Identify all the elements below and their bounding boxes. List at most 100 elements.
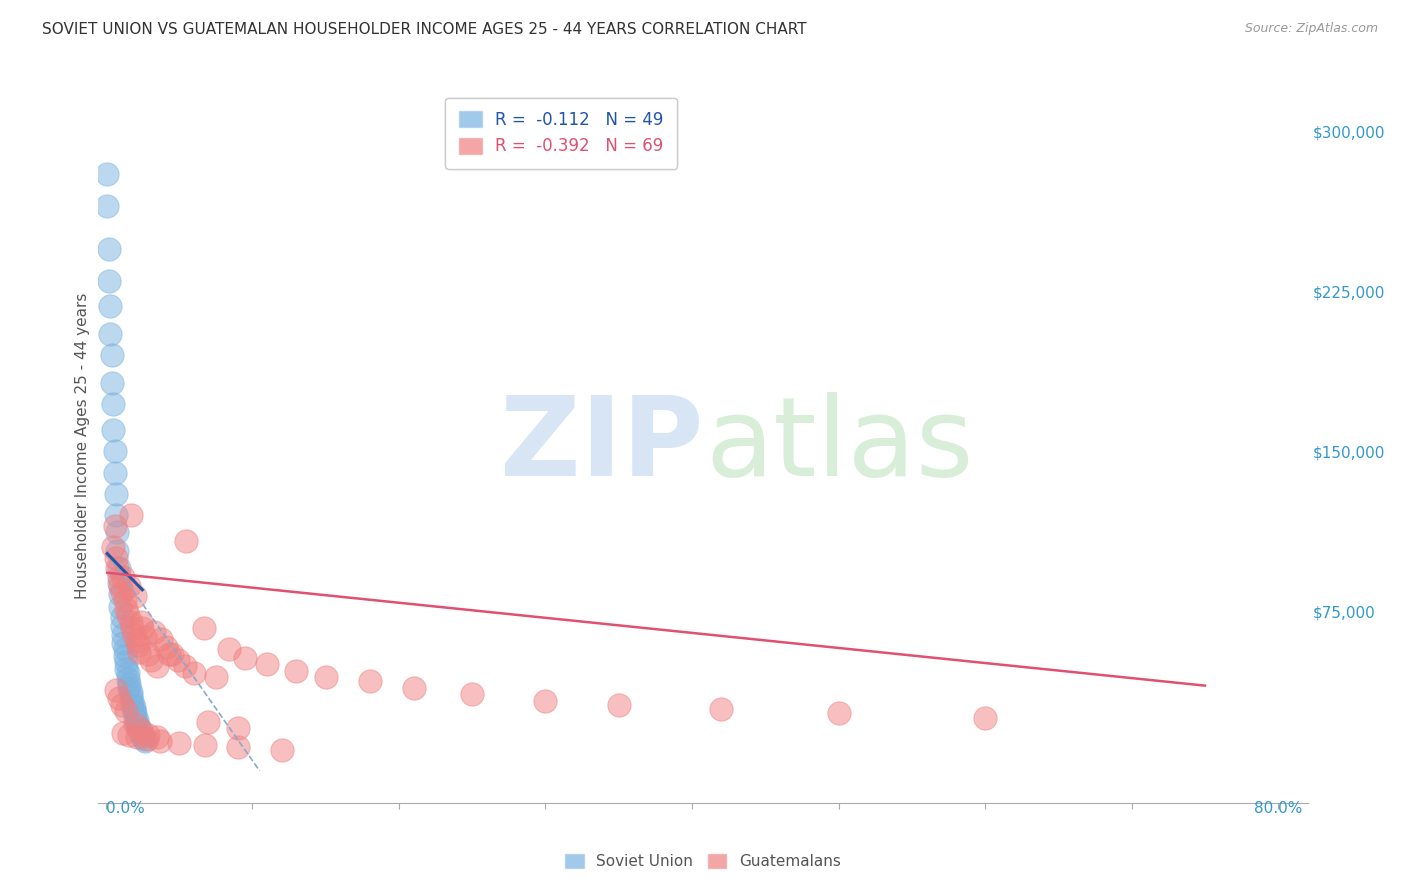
Point	[197, 714, 219, 729]
Point	[136, 728, 159, 742]
Point	[141, 653, 163, 667]
Point	[193, 621, 215, 635]
Point	[111, 619, 134, 633]
Point	[128, 723, 150, 738]
Point	[149, 734, 172, 748]
Point	[111, 585, 134, 599]
Point	[114, 642, 136, 657]
Point	[226, 721, 249, 735]
Point	[101, 397, 124, 411]
Point	[174, 659, 197, 673]
Y-axis label: Householder Income Ages 25 - 44 years: Householder Income Ages 25 - 44 years	[75, 293, 90, 599]
Point	[160, 647, 183, 661]
Point	[108, 561, 131, 575]
Point	[124, 589, 146, 603]
Point	[115, 662, 138, 676]
Point	[402, 681, 425, 695]
Point	[108, 570, 131, 584]
Point	[167, 736, 190, 750]
Point	[110, 578, 132, 592]
Point	[124, 710, 146, 724]
Point	[461, 687, 484, 701]
Point	[108, 576, 131, 591]
Point	[105, 508, 128, 523]
Point	[121, 693, 143, 707]
Point	[827, 706, 849, 721]
Point	[121, 698, 143, 712]
Point	[107, 544, 129, 558]
Text: atlas: atlas	[706, 392, 974, 500]
Point	[129, 723, 152, 738]
Point	[110, 587, 132, 601]
Point	[121, 621, 143, 635]
Text: 80.0%: 80.0%	[1254, 801, 1302, 816]
Point	[233, 651, 256, 665]
Point	[285, 664, 308, 678]
Point	[183, 665, 205, 680]
Point	[107, 561, 129, 575]
Point	[96, 199, 118, 213]
Point	[120, 508, 142, 523]
Point	[218, 642, 240, 657]
Point	[111, 698, 134, 712]
Point	[155, 640, 177, 655]
Point	[132, 731, 155, 746]
Point	[112, 636, 135, 650]
Point	[107, 525, 129, 540]
Point	[974, 710, 997, 724]
Point	[134, 734, 156, 748]
Point	[134, 630, 156, 644]
Point	[103, 519, 125, 533]
Point	[97, 242, 120, 256]
Point	[194, 739, 217, 753]
Point	[128, 644, 150, 658]
Point	[127, 638, 149, 652]
Point	[108, 691, 131, 706]
Point	[110, 599, 132, 614]
Point	[96, 168, 118, 182]
Text: 0.0%: 0.0%	[105, 801, 145, 816]
Point	[112, 627, 135, 641]
Point	[131, 621, 153, 635]
Point	[101, 423, 124, 437]
Point	[146, 730, 169, 744]
Point	[125, 713, 148, 727]
Point	[176, 533, 198, 548]
Point	[100, 376, 122, 391]
Point	[534, 693, 557, 707]
Point	[150, 632, 173, 646]
Point	[143, 625, 166, 640]
Point	[315, 670, 337, 684]
Point	[166, 653, 188, 667]
Point	[122, 700, 145, 714]
Text: ZIP: ZIP	[499, 392, 703, 500]
Point	[125, 730, 148, 744]
Point	[117, 672, 139, 686]
Point	[97, 274, 120, 288]
Point	[122, 704, 145, 718]
Point	[204, 670, 226, 684]
Point	[135, 731, 157, 746]
Point	[129, 615, 152, 629]
Point	[115, 704, 138, 718]
Point	[114, 648, 136, 663]
Point	[136, 647, 159, 661]
Legend: R =  -0.112   N = 49, R =  -0.392   N = 69: R = -0.112 N = 49, R = -0.392 N = 69	[446, 97, 678, 169]
Point	[112, 570, 135, 584]
Point	[105, 487, 128, 501]
Point	[122, 627, 145, 641]
Point	[118, 676, 141, 690]
Text: SOVIET UNION VS GUATEMALAN HOUSEHOLDER INCOME AGES 25 - 44 YEARS CORRELATION CHA: SOVIET UNION VS GUATEMALAN HOUSEHOLDER I…	[42, 22, 807, 37]
Point	[226, 740, 249, 755]
Point	[115, 655, 138, 669]
Point	[124, 717, 146, 731]
Point	[117, 608, 139, 623]
Legend: Soviet Union, Guatemalans: Soviet Union, Guatemalans	[560, 847, 846, 875]
Point	[120, 615, 142, 629]
Point	[103, 466, 125, 480]
Point	[103, 444, 125, 458]
Text: Source: ZipAtlas.com: Source: ZipAtlas.com	[1244, 22, 1378, 36]
Point	[98, 327, 121, 342]
Point	[100, 349, 122, 363]
Point	[101, 540, 124, 554]
